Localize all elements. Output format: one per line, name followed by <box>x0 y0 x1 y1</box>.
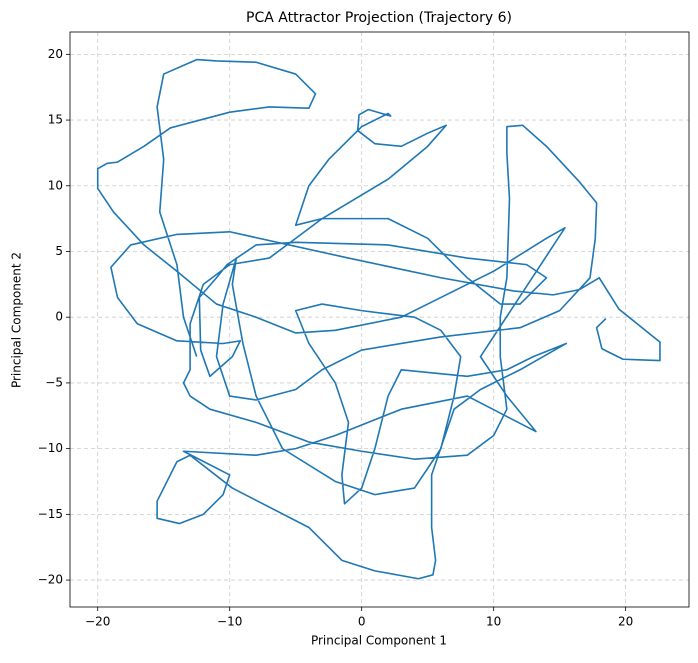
y-tick-label: −5 <box>45 375 63 389</box>
y-tick-label: −10 <box>38 441 63 455</box>
trajectory-line <box>96 58 661 580</box>
y-axis-label: Principal Component 2 <box>10 252 24 388</box>
x-tick-label: 0 <box>358 615 366 629</box>
y-tick-label: 0 <box>55 310 63 324</box>
x-tick-label: 20 <box>618 615 633 629</box>
y-tick-label: 5 <box>55 244 63 258</box>
x-axis-label: Principal Component 1 <box>311 634 447 648</box>
chart-title: PCA Attractor Projection (Trajectory 6) <box>246 10 512 26</box>
x-tick-label: −20 <box>85 615 110 629</box>
y-tick-label: 20 <box>48 47 63 61</box>
y-tick-label: −20 <box>38 573 63 587</box>
x-tick-label: −10 <box>217 615 242 629</box>
y-tick-label: −15 <box>38 507 63 521</box>
y-tick-label: 10 <box>48 178 63 192</box>
x-tick-label: 10 <box>486 615 501 629</box>
plot-frame <box>69 31 690 608</box>
y-tick-label: 15 <box>48 113 63 127</box>
